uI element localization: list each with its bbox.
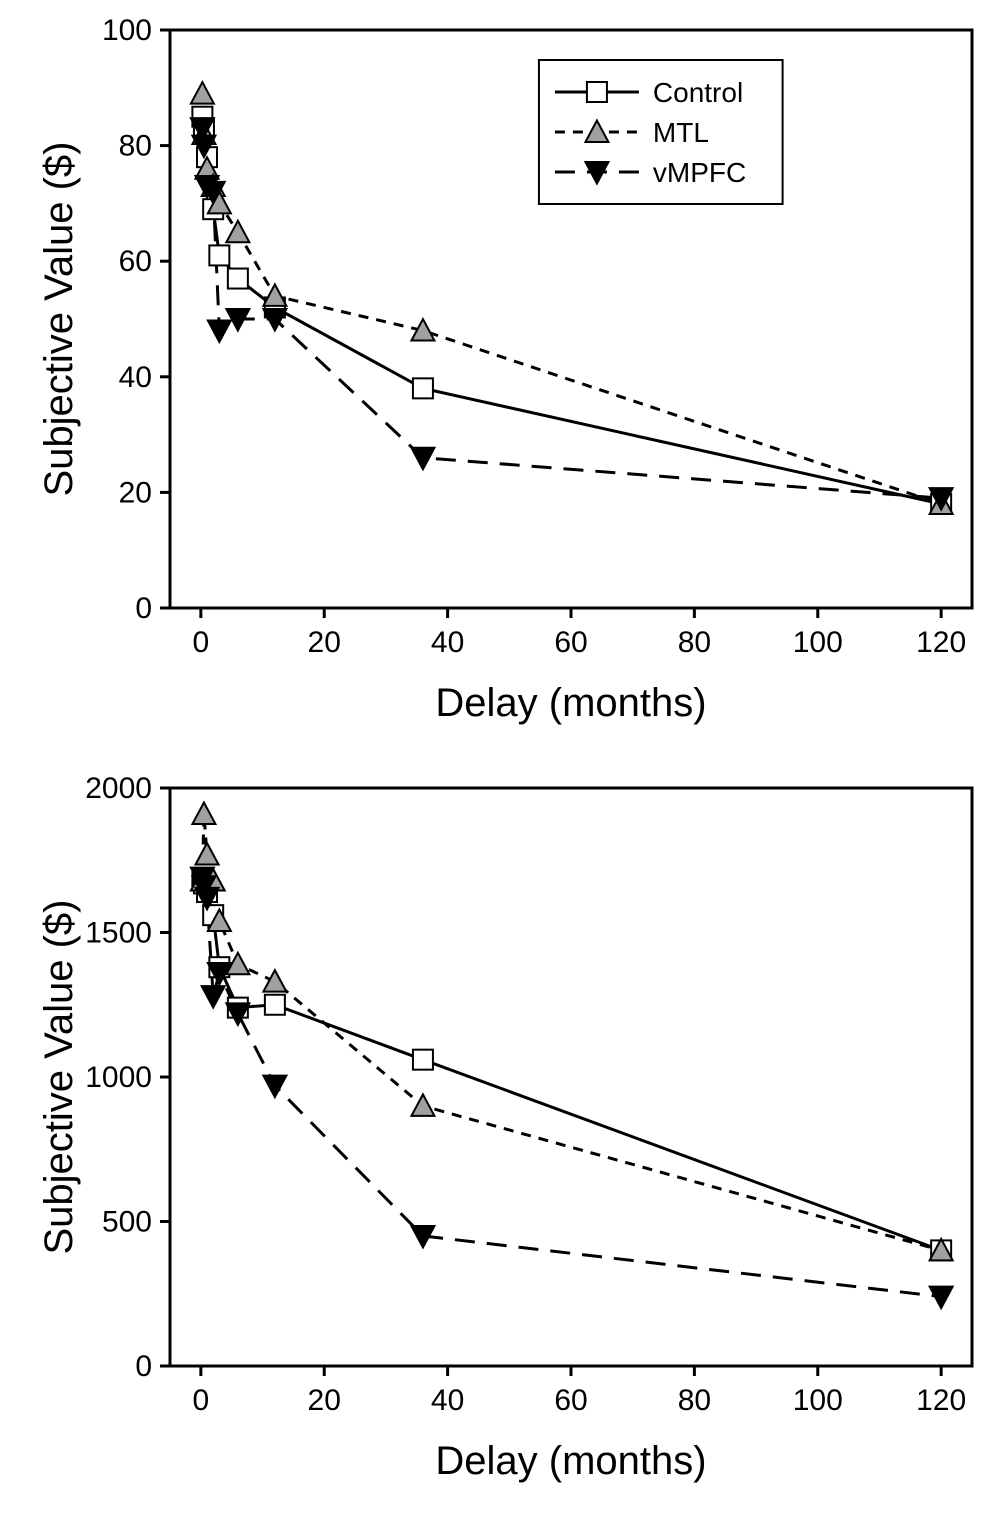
- y-tick-label: 500: [102, 1206, 152, 1239]
- series-marker-vmpfc: [208, 321, 231, 343]
- legend-label-control: Control: [653, 77, 743, 108]
- y-tick-label: 20: [119, 476, 152, 509]
- x-tick-label: 120: [916, 1384, 966, 1417]
- x-tick-label: 0: [193, 1384, 210, 1417]
- y-tick-label: 60: [119, 245, 152, 278]
- series-marker-vmpfc: [411, 448, 434, 470]
- x-axis-label: Delay (months): [435, 681, 706, 725]
- series-marker-control: [413, 378, 433, 398]
- x-tick-label: 20: [308, 1384, 341, 1417]
- plot-area: [170, 788, 972, 1366]
- y-tick-label: 1500: [85, 917, 152, 950]
- legend: Control MTL vMPFC: [539, 60, 783, 204]
- series-marker-mtl: [226, 221, 249, 243]
- y-axis-label: Subjective Value ($): [37, 142, 81, 497]
- x-axis-label: Delay (months): [435, 1439, 706, 1483]
- y-axis-label: Subjective Value ($): [37, 900, 81, 1255]
- series-marker-mtl: [192, 803, 215, 825]
- x-tick-label: 0: [193, 626, 210, 659]
- x-tick-label: 120: [916, 626, 966, 659]
- top-chart-panel: 0 20 40 60 80 100 120 0 20 40 60 80 100 Delay (months…: [0, 0, 1002, 758]
- series-marker-mtl: [191, 82, 214, 104]
- y-tick-label: 1000: [85, 1061, 152, 1094]
- x-tick-label: 20: [308, 626, 341, 659]
- y-tick-label: 0: [135, 1350, 152, 1383]
- series-marker-mtl: [263, 970, 286, 992]
- series-marker-control: [228, 269, 248, 289]
- y-tick-label: 0: [135, 592, 152, 625]
- y-tick-label: 2000: [85, 772, 152, 805]
- x-tick-label: 60: [554, 1384, 587, 1417]
- x-tick-label: 80: [678, 626, 711, 659]
- y-tick-label: 80: [119, 130, 152, 163]
- y-tick-label: 40: [119, 361, 152, 394]
- x-tick-label: 100: [793, 1384, 843, 1417]
- legend-marker-control: [587, 82, 607, 102]
- top-chart-svg: 0 20 40 60 80 100 120 0 20 40 60 80 100 Delay (months…: [0, 0, 1002, 758]
- series-line-mtl: [202, 814, 941, 1250]
- series-marker-vmpfc: [202, 986, 225, 1008]
- series-marker-vmpfc: [930, 1287, 953, 1309]
- series-marker-control: [209, 245, 229, 265]
- x-tick-label: 100: [793, 626, 843, 659]
- series-marker-control: [265, 995, 285, 1015]
- bottom-chart-svg: 0 20 40 60 80 100 120 0 500 1000 1500 2000 Delay (mo…: [0, 758, 1002, 1516]
- x-tick-label: 40: [431, 1384, 464, 1417]
- legend-label-vmpfc: vMPFC: [653, 157, 746, 188]
- series-line-vmpfc: [202, 878, 941, 1297]
- series-marker-control: [413, 1050, 433, 1070]
- y-tick-label: 100: [102, 14, 152, 47]
- x-tick-label: 60: [554, 626, 587, 659]
- series-line-control: [202, 880, 941, 1250]
- series-marker-mtl: [196, 843, 219, 865]
- figure: 0 20 40 60 80 100 120 0 20 40 60 80 100 Delay (months…: [0, 0, 1002, 1516]
- bottom-chart-panel: 0 20 40 60 80 100 120 0 500 1000 1500 2000 Delay (mo…: [0, 758, 1002, 1516]
- series-marker-mtl: [263, 284, 286, 306]
- series-marker-vmpfc: [263, 1076, 286, 1098]
- legend-label-mtl: MTL: [653, 117, 709, 148]
- series-marker-mtl: [411, 1094, 434, 1116]
- x-tick-label: 40: [431, 626, 464, 659]
- x-tick-label: 80: [678, 1384, 711, 1417]
